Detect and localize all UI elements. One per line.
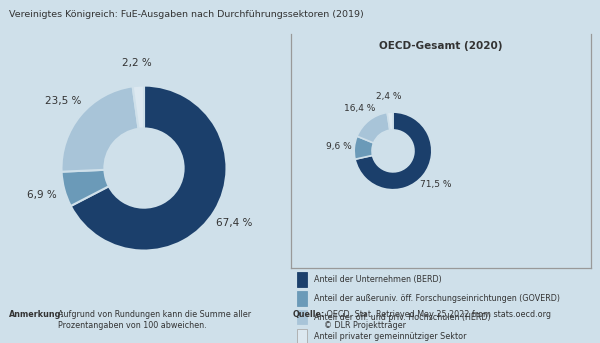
Text: 6,9 %: 6,9 % (27, 190, 57, 200)
Wedge shape (387, 112, 393, 130)
Text: Anmerkung:: Anmerkung: (9, 310, 65, 319)
Text: 16,4 %: 16,4 % (344, 104, 375, 113)
Text: Anteil privater gemeinnütziger Sektor: Anteil privater gemeinnütziger Sektor (314, 332, 467, 341)
Text: 2,2 %: 2,2 % (122, 58, 152, 68)
Wedge shape (354, 136, 374, 159)
Text: 67,4 %: 67,4 % (216, 218, 253, 228)
Wedge shape (357, 113, 390, 143)
Text: Anteil der Unternehmen (BERD): Anteil der Unternehmen (BERD) (314, 275, 442, 284)
Text: Quelle:: Quelle: (293, 310, 325, 319)
Text: Aufgrund von Rundungen kann die Summe aller
Prozentangaben von 100 abweichen.: Aufgrund von Rundungen kann die Summe al… (58, 310, 251, 330)
Text: 71,5 %: 71,5 % (419, 180, 451, 189)
Wedge shape (62, 170, 109, 206)
Text: Anteil der außeruniv. öff. Forschungseinrichtungen (GOVERD): Anteil der außeruniv. öff. Forschungsein… (314, 294, 560, 303)
Wedge shape (355, 112, 432, 190)
Wedge shape (71, 85, 227, 251)
Wedge shape (133, 85, 144, 129)
Text: 2,4 %: 2,4 % (376, 92, 401, 101)
Text: OECD-Gesamt (2020): OECD-Gesamt (2020) (379, 41, 503, 51)
Text: 9,6 %: 9,6 % (326, 142, 352, 151)
Text: Vereinigtes Königreich: FuE-Ausgaben nach Durchführungssektoren (2019): Vereinigtes Königreich: FuE-Ausgaben nac… (9, 10, 364, 19)
Wedge shape (62, 86, 139, 172)
Text: 23,5 %: 23,5 % (44, 95, 81, 106)
Text: Anteil der öff. und priv. Hochschulen (HERD): Anteil der öff. und priv. Hochschulen (H… (314, 313, 491, 322)
Text: OECD. Stat. Retrieved May 25,2022 from stats.oecd.org
© DLR Projektträger: OECD. Stat. Retrieved May 25,2022 from s… (324, 310, 551, 330)
